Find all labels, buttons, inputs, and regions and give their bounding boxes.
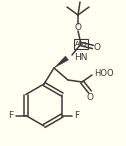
Text: HOO: HOO <box>94 69 114 79</box>
Text: F: F <box>75 111 80 120</box>
Text: O: O <box>74 22 82 32</box>
Text: F: F <box>8 111 13 120</box>
Text: O: O <box>93 42 101 52</box>
Text: HN: HN <box>74 53 87 61</box>
FancyBboxPatch shape <box>74 39 88 49</box>
Text: Abs: Abs <box>75 41 87 47</box>
Polygon shape <box>54 56 69 68</box>
Text: O: O <box>87 93 93 101</box>
